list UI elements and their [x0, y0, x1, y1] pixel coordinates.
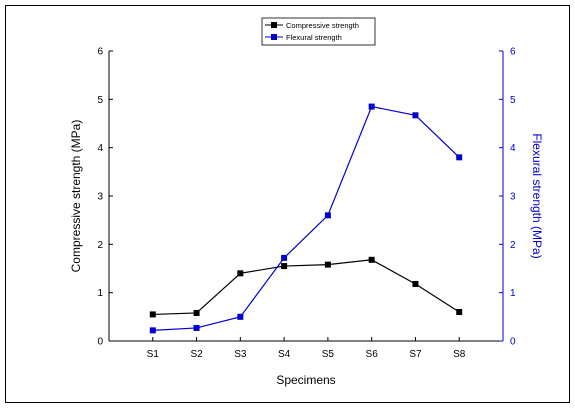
- x-tick-label: S4: [278, 349, 291, 360]
- y-left-tick-label: 0: [97, 337, 103, 348]
- legend-swatch-compressive-marker: [271, 22, 277, 28]
- flexural-strength-point: [281, 254, 288, 261]
- x-tick-label: S1: [147, 349, 160, 360]
- compressive-strength-point: [149, 311, 156, 318]
- y-right-tick-label: 2: [510, 240, 516, 251]
- x-tick-label: S5: [322, 349, 335, 360]
- legend-box: [261, 17, 376, 46]
- y-right-tick-label: 6: [510, 47, 516, 58]
- y-right-tick-label: 1: [510, 288, 516, 299]
- compressive-strength-point: [324, 261, 331, 268]
- flexural-strength-point: [324, 212, 331, 219]
- y-left-tick-label: 1: [97, 288, 103, 299]
- series-layer: [149, 103, 463, 334]
- x-tick-label: S8: [453, 349, 466, 360]
- y-axis-right-title: Flexural strength (MPa): [530, 133, 544, 258]
- x-axis-title: Specimens: [276, 373, 335, 387]
- legend-label-compressive: Compressive strength: [286, 21, 359, 30]
- y-right-tick-label: 4: [510, 143, 516, 154]
- ticks: S1 S2 S3 S4 S5 S6 S7 S8 0 1 2 3 4 5 6 0 1 2 3 4 5 6: [97, 47, 516, 361]
- flexural-strength-point: [193, 324, 200, 331]
- y-axis-left-title: Compressive strength (MPa): [69, 120, 83, 273]
- legend-swatch-flexural-marker: [271, 34, 277, 40]
- y-left-tick-label: 2: [97, 240, 103, 251]
- x-tick-label: S2: [190, 349, 203, 360]
- flexural-strength-point: [368, 103, 375, 110]
- flexural-strength-point: [412, 112, 419, 119]
- compressive-strength-point: [456, 309, 463, 315]
- flexural-strength-point: [237, 313, 244, 320]
- axes: [108, 51, 504, 342]
- y-right-tick-label: 0: [510, 337, 516, 348]
- y-left-tick-label: 3: [97, 192, 103, 203]
- figure-frame: S1 S2 S3 S4 S5 S6 S7 S8 0 1 2 3 4 5 6 0 1 2 3 4 5 6 Specimens…: [5, 5, 570, 403]
- compressive-strength-line: [152, 259, 460, 316]
- y-right-tick-label: 5: [510, 95, 516, 106]
- dual-axis-line-chart: S1 S2 S3 S4 S5 S6 S7 S8 0 1 2 3 4 5 6 0 1 2 3 4 5 6 Specimens…: [69, 17, 544, 387]
- compressive-strength-point: [281, 263, 288, 270]
- compressive-strength-point: [193, 309, 200, 316]
- compressive-strength-point: [368, 256, 375, 263]
- y-right-tick-label: 3: [510, 192, 516, 203]
- flexural-strength-point: [149, 327, 156, 334]
- y-left-tick-label: 5: [97, 95, 103, 106]
- legend-label-flexural: Flexural strength: [286, 33, 342, 42]
- x-tick-label: S7: [409, 349, 422, 360]
- compressive-strength-point: [412, 280, 419, 287]
- x-tick-label: S6: [366, 349, 379, 360]
- y-left-tick-label: 6: [97, 47, 103, 58]
- compressive-strength-point: [237, 270, 244, 277]
- flexural-strength-point: [456, 154, 463, 161]
- x-tick-label: S3: [234, 349, 247, 360]
- legend: Compressive strength Flexural strength: [261, 17, 376, 46]
- y-left-tick-label: 4: [97, 143, 103, 154]
- flexural-strength-line: [152, 105, 460, 331]
